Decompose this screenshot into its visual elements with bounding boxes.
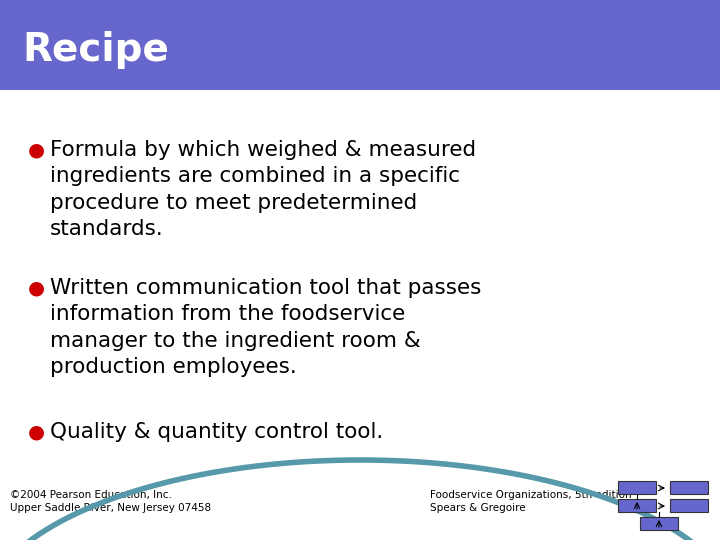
Text: Written communication tool that passes
information from the foodservice
manager : Written communication tool that passes i… [50, 278, 482, 377]
FancyBboxPatch shape [670, 481, 708, 494]
Text: ●: ● [28, 278, 45, 297]
FancyBboxPatch shape [0, 478, 720, 540]
FancyBboxPatch shape [618, 481, 656, 494]
Text: ©2004 Pearson Education, Inc.
Upper Saddle River, New Jersey 07458: ©2004 Pearson Education, Inc. Upper Sadd… [10, 490, 211, 513]
FancyBboxPatch shape [0, 90, 720, 480]
Text: Recipe: Recipe [22, 31, 169, 69]
FancyBboxPatch shape [640, 517, 678, 530]
FancyBboxPatch shape [670, 499, 708, 512]
FancyBboxPatch shape [0, 0, 720, 90]
Text: ●: ● [28, 140, 45, 159]
Text: ●: ● [28, 422, 45, 441]
Text: Foodservice Organizations, 5th edition
Spears & Gregoire: Foodservice Organizations, 5th edition S… [430, 490, 631, 513]
Text: Quality & quantity control tool.: Quality & quantity control tool. [50, 422, 383, 442]
Text: Formula by which weighed & measured
ingredients are combined in a specific
proce: Formula by which weighed & measured ingr… [50, 140, 476, 239]
FancyBboxPatch shape [618, 499, 656, 512]
